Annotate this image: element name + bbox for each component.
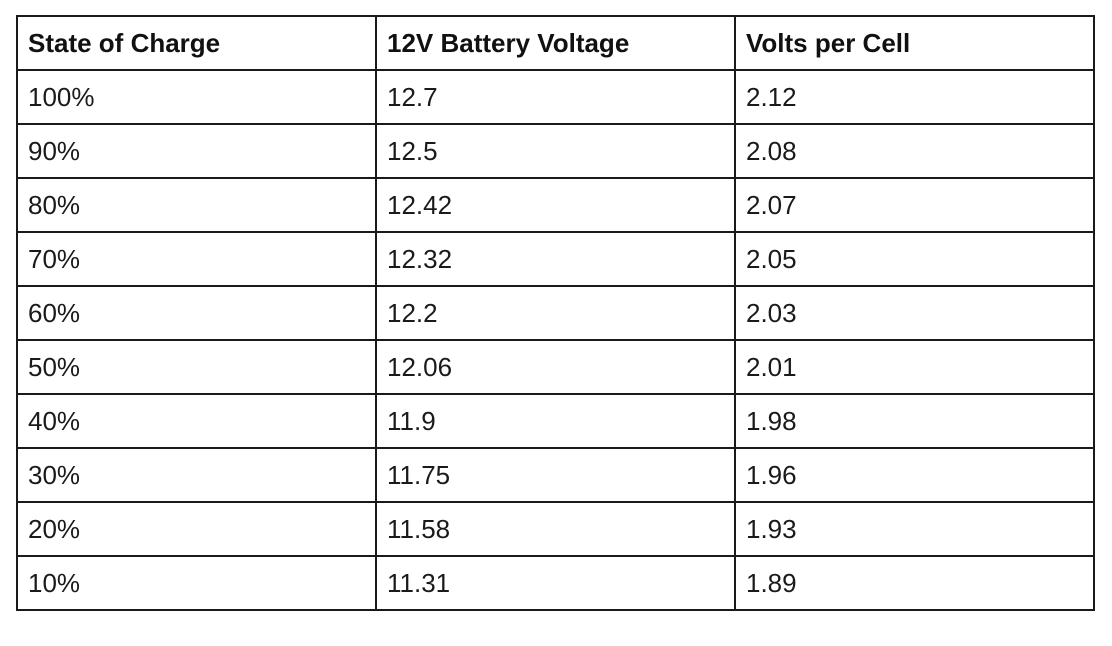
header-volts-per-cell: Volts per Cell (734, 15, 1095, 71)
cell-volts-per-cell: 1.93 (734, 501, 1095, 557)
table-row: 20% 11.58 1.93 (16, 501, 1095, 557)
cell-volts-per-cell: 2.05 (734, 231, 1095, 287)
cell-volts-per-cell: 2.01 (734, 339, 1095, 395)
table-row: 80% 12.42 2.07 (16, 177, 1095, 233)
cell-state-of-charge: 90% (16, 123, 377, 179)
battery-voltage-table: State of Charge 12V Battery Voltage Volt… (16, 15, 1095, 611)
cell-volts-per-cell: 2.12 (734, 69, 1095, 125)
cell-battery-voltage: 11.31 (375, 555, 736, 611)
table-row: 70% 12.32 2.05 (16, 231, 1095, 287)
table-row: 90% 12.5 2.08 (16, 123, 1095, 179)
table-header-row: State of Charge 12V Battery Voltage Volt… (16, 15, 1095, 71)
cell-state-of-charge: 20% (16, 501, 377, 557)
cell-battery-voltage: 11.58 (375, 501, 736, 557)
cell-battery-voltage: 11.75 (375, 447, 736, 503)
table-row: 10% 11.31 1.89 (16, 555, 1095, 611)
cell-battery-voltage: 11.9 (375, 393, 736, 449)
table-row: 40% 11.9 1.98 (16, 393, 1095, 449)
cell-state-of-charge: 50% (16, 339, 377, 395)
cell-state-of-charge: 80% (16, 177, 377, 233)
cell-volts-per-cell: 1.96 (734, 447, 1095, 503)
cell-battery-voltage: 12.5 (375, 123, 736, 179)
table-row: 100% 12.7 2.12 (16, 69, 1095, 125)
cell-battery-voltage: 12.06 (375, 339, 736, 395)
cell-volts-per-cell: 1.89 (734, 555, 1095, 611)
header-battery-voltage: 12V Battery Voltage (375, 15, 736, 71)
cell-battery-voltage: 12.32 (375, 231, 736, 287)
cell-state-of-charge: 70% (16, 231, 377, 287)
header-state-of-charge: State of Charge (16, 15, 377, 71)
table-row: 60% 12.2 2.03 (16, 285, 1095, 341)
table-row: 30% 11.75 1.96 (16, 447, 1095, 503)
cell-state-of-charge: 30% (16, 447, 377, 503)
cell-volts-per-cell: 2.03 (734, 285, 1095, 341)
cell-battery-voltage: 12.42 (375, 177, 736, 233)
cell-battery-voltage: 12.2 (375, 285, 736, 341)
table-row: 50% 12.06 2.01 (16, 339, 1095, 395)
cell-state-of-charge: 100% (16, 69, 377, 125)
cell-volts-per-cell: 2.08 (734, 123, 1095, 179)
cell-battery-voltage: 12.7 (375, 69, 736, 125)
cell-volts-per-cell: 2.07 (734, 177, 1095, 233)
cell-state-of-charge: 60% (16, 285, 377, 341)
cell-volts-per-cell: 1.98 (734, 393, 1095, 449)
cell-state-of-charge: 10% (16, 555, 377, 611)
cell-state-of-charge: 40% (16, 393, 377, 449)
